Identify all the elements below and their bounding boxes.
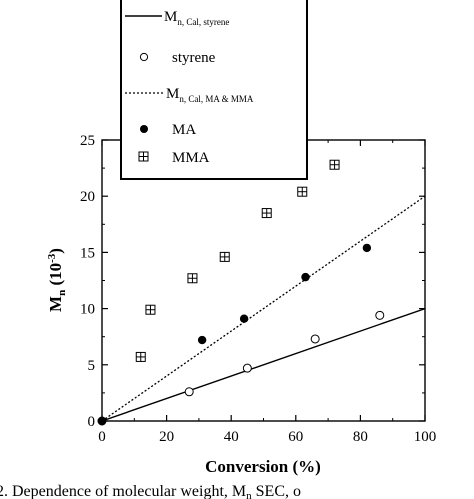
- figure-caption: 2. Dependence of molecular weight, Mn SE…: [0, 483, 301, 499]
- legend-label-styrene: styrene: [172, 50, 216, 66]
- point-ma: [301, 272, 310, 282]
- y-tick-label: 15: [80, 245, 95, 261]
- point-styrene: [184, 387, 194, 397]
- point-mma: [297, 186, 308, 197]
- x-tick-label: 0: [98, 429, 106, 445]
- legend-label-mn-cal-styrene: Mn, Cal, styrene: [164, 9, 229, 27]
- legend-box: [120, 0, 308, 180]
- point-mma: [145, 304, 156, 315]
- point-mma: [187, 273, 198, 284]
- x-tick-label: 20: [159, 429, 174, 445]
- y-tick-label: 10: [80, 302, 95, 318]
- legend: Mn, Cal, styrene styrene Mn, Cal, MA & M…: [120, 0, 308, 180]
- point-ma: [97, 416, 107, 426]
- point-styrene: [375, 310, 385, 320]
- x-axis-title: Conversion (%): [205, 457, 321, 476]
- markers-layer: [97, 159, 385, 426]
- point-ma: [362, 243, 372, 253]
- legend-marker-styrene: [139, 52, 149, 62]
- ticks-layer: 0 20 40 60 80 100 0 5 10 15 20 25: [80, 133, 436, 445]
- x-tick-label: 100: [414, 429, 437, 445]
- point-ma: [197, 335, 207, 345]
- point-styrene: [242, 363, 252, 373]
- y-tick-label: 20: [80, 189, 95, 205]
- y-tick-label: 25: [80, 133, 95, 149]
- y-axis-title: Mn (10-3): [46, 248, 68, 312]
- point-styrene: [310, 334, 320, 344]
- point-mma: [219, 251, 230, 262]
- x-tick-label: 60: [288, 429, 303, 445]
- x-tick-label: 80: [353, 429, 368, 445]
- legend-marker-mma: [138, 151, 149, 162]
- y-tick-label: 5: [88, 358, 96, 374]
- plot-frame: [101, 139, 426, 422]
- legend-label-mma: MMA: [172, 150, 210, 166]
- point-mma: [329, 159, 340, 170]
- lines-layer: [102, 195, 425, 421]
- fit-line-ma-mma: [102, 195, 425, 421]
- legend-label-ma: MA: [172, 122, 196, 138]
- legend-label-mn-cal-ma-mma: Mn, Cal, MA & MMA: [166, 86, 254, 104]
- y-tick-label: 0: [88, 414, 96, 430]
- point-mma: [135, 351, 146, 362]
- legend-marker-ma: [140, 125, 148, 133]
- x-tick-label: 40: [224, 429, 239, 445]
- point-mma: [261, 208, 272, 219]
- point-ma: [239, 314, 249, 323]
- fit-line-styrene: [102, 307, 425, 421]
